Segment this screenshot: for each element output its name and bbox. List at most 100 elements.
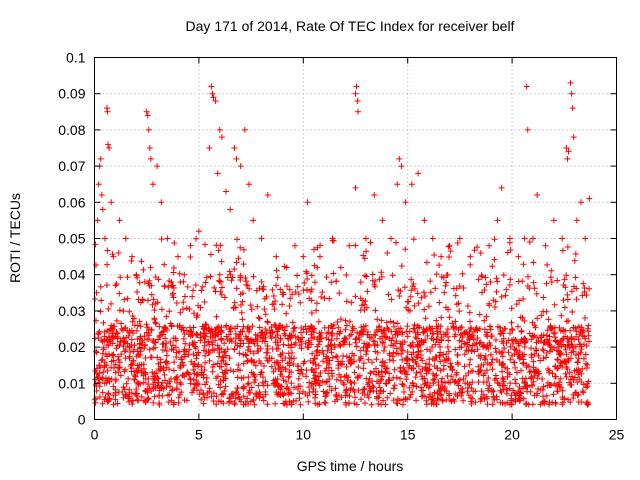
data-point xyxy=(496,358,503,365)
data-point xyxy=(130,315,137,322)
data-point xyxy=(522,401,529,408)
data-point xyxy=(308,272,315,279)
data-point xyxy=(456,235,463,242)
data-point xyxy=(287,295,294,302)
data-point xyxy=(228,391,235,398)
data-point xyxy=(250,371,257,378)
data-point xyxy=(367,370,374,377)
data-point xyxy=(429,370,436,377)
data-point xyxy=(152,320,159,327)
data-point xyxy=(134,322,141,329)
data-point xyxy=(422,380,429,387)
data-point xyxy=(413,353,420,360)
data-point xyxy=(580,355,587,362)
data-point xyxy=(124,295,131,302)
data-point xyxy=(170,367,177,374)
data-point xyxy=(211,284,218,291)
data-point xyxy=(158,306,165,313)
data-point xyxy=(544,366,551,373)
data-point xyxy=(314,343,321,350)
data-point xyxy=(144,324,151,331)
data-point xyxy=(540,308,547,315)
data-point xyxy=(500,386,507,393)
data-point xyxy=(539,386,546,393)
data-point xyxy=(498,338,505,345)
data-point xyxy=(437,344,444,351)
data-point xyxy=(351,388,358,395)
data-point xyxy=(99,389,106,396)
data-point xyxy=(154,163,161,170)
data-point xyxy=(163,313,170,320)
data-point xyxy=(560,326,567,333)
data-point xyxy=(232,331,239,338)
data-point xyxy=(198,372,205,379)
data-point xyxy=(531,322,538,329)
data-point xyxy=(394,181,401,188)
data-point xyxy=(567,327,574,334)
data-point xyxy=(363,248,370,255)
data-point xyxy=(393,399,400,406)
data-point xyxy=(507,356,514,363)
data-point xyxy=(162,344,169,351)
data-point xyxy=(398,163,405,170)
data-point xyxy=(564,243,571,250)
data-point xyxy=(187,328,194,335)
data-point xyxy=(136,279,143,286)
data-point xyxy=(196,391,203,398)
data-point xyxy=(582,360,589,367)
data-point xyxy=(572,352,579,359)
data-point xyxy=(394,396,401,403)
data-point xyxy=(201,339,208,346)
data-point xyxy=(234,385,241,392)
data-point xyxy=(500,376,507,383)
data-point xyxy=(502,292,509,299)
data-point xyxy=(245,380,252,387)
data-point xyxy=(251,401,258,408)
data-point xyxy=(422,365,429,372)
data-point xyxy=(240,384,247,391)
data-point xyxy=(507,235,514,242)
data-point xyxy=(233,236,240,243)
data-point xyxy=(206,327,213,334)
data-point xyxy=(572,274,579,281)
data-point xyxy=(149,369,156,376)
data-point xyxy=(195,349,202,356)
data-point xyxy=(308,309,315,316)
data-point xyxy=(421,327,428,334)
data-point xyxy=(547,382,554,389)
data-point xyxy=(244,325,251,332)
data-point xyxy=(190,287,197,294)
data-point xyxy=(468,348,475,355)
data-point xyxy=(161,371,168,378)
y-tick-label: 0.02 xyxy=(58,339,85,355)
data-point xyxy=(181,397,188,404)
data-point xyxy=(170,294,177,301)
data-point xyxy=(337,316,344,323)
data-point xyxy=(190,366,197,373)
data-point xyxy=(584,325,591,332)
data-point xyxy=(508,401,515,408)
data-point xyxy=(491,304,498,311)
data-point xyxy=(413,335,420,342)
data-point xyxy=(173,349,180,356)
data-point xyxy=(444,326,451,333)
data-point xyxy=(343,271,350,278)
data-point xyxy=(145,395,152,402)
data-point xyxy=(313,348,320,355)
data-point xyxy=(262,325,269,332)
data-point xyxy=(511,389,518,396)
data-point xyxy=(284,384,291,391)
data-point xyxy=(573,217,580,224)
data-point xyxy=(374,378,381,385)
data-point xyxy=(494,278,501,285)
data-point xyxy=(423,397,430,404)
data-point xyxy=(353,401,360,408)
data-point xyxy=(268,363,275,370)
data-point xyxy=(210,94,217,101)
data-point xyxy=(482,353,489,360)
data-point xyxy=(458,392,465,399)
data-point xyxy=(409,283,416,290)
data-point xyxy=(240,374,247,381)
data-point xyxy=(178,356,185,363)
data-point xyxy=(231,345,238,352)
